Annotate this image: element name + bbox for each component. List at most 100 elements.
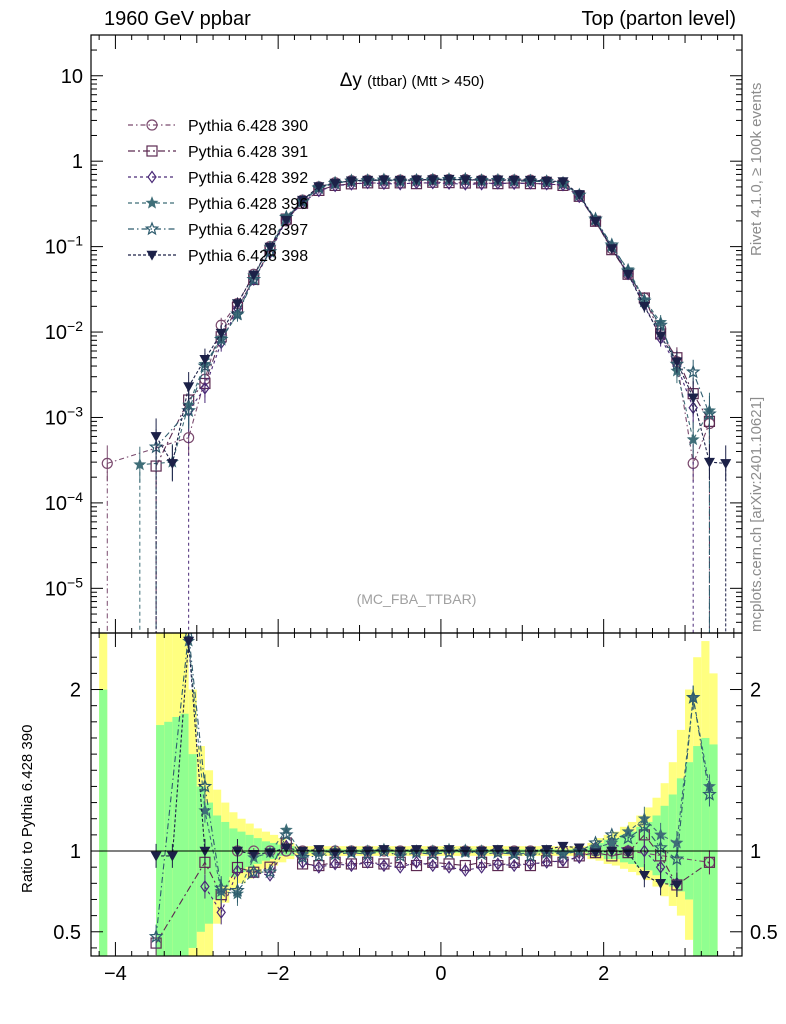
ratio-point — [378, 858, 390, 870]
legend-marker — [146, 119, 158, 131]
ratio-point — [638, 870, 650, 881]
green-band-bin — [204, 802, 214, 924]
green-band-bin — [644, 821, 653, 871]
legend-label: Pythia 6.428 397 — [188, 222, 308, 239]
ratio-line — [188, 641, 710, 895]
ratio-point — [493, 857, 503, 871]
ratio-point — [703, 856, 716, 868]
green-band-bin — [229, 828, 238, 877]
ratio-point — [230, 882, 245, 897]
data-point — [264, 242, 276, 253]
data-point — [655, 331, 667, 342]
green-band-bin — [213, 815, 222, 900]
legend-marker — [146, 250, 158, 261]
ratio-axis-label: Ratio to Pythia 6.428 390 — [19, 724, 36, 893]
data-point — [262, 244, 278, 258]
data-point — [492, 175, 504, 186]
y-tick-label: 10−4 — [45, 489, 83, 515]
ratio-point — [411, 855, 422, 869]
ratio-point — [671, 880, 683, 891]
data-point — [362, 175, 374, 186]
data-point — [231, 299, 243, 310]
data-point — [687, 393, 699, 404]
legend-marker — [145, 196, 159, 209]
data-point — [573, 190, 585, 201]
data-point — [703, 457, 715, 468]
ratio-point — [702, 786, 717, 801]
ratio-point — [262, 864, 278, 879]
data-point — [378, 175, 390, 186]
ratio-point — [655, 879, 667, 889]
y-tick-label: 1 — [72, 151, 83, 173]
ratio-point — [248, 849, 260, 860]
header-energy-label: 1960 GeV ppbar — [104, 8, 251, 30]
ratio-point — [362, 855, 373, 869]
data-point — [622, 269, 634, 280]
series-3-main — [183, 176, 698, 633]
ratio-point — [639, 844, 650, 858]
series-6-ratio — [150, 633, 683, 897]
data-point — [459, 175, 471, 186]
data-point — [246, 271, 262, 286]
x-tick-label: −4 — [104, 963, 127, 985]
ratio-point — [571, 843, 587, 858]
legend-label: Pythia 6.428 391 — [188, 144, 308, 161]
data-point — [720, 459, 732, 470]
green-band-bin — [676, 778, 686, 892]
green-band-bin — [237, 831, 246, 873]
data-point — [508, 175, 520, 186]
data-point — [213, 331, 229, 346]
green-band-bin — [701, 737, 710, 956]
x-tick-label: 2 — [598, 963, 609, 985]
rivet-version-label: Rivet 4.1.0, ≥ 100k events — [748, 82, 765, 256]
green-band-bin — [693, 746, 702, 956]
ratio-tick-label-right: 0.5 — [750, 922, 778, 944]
ratio-point — [476, 860, 487, 874]
ratio-tick-label-left: 0.5 — [53, 922, 81, 944]
ratio-point — [670, 836, 684, 849]
y-tick-label: 10−2 — [45, 318, 83, 344]
data-point — [590, 216, 602, 227]
ratio-tick-label-left: 1 — [70, 841, 81, 863]
data-point — [685, 364, 701, 379]
y-tick-label: 10 — [61, 66, 83, 88]
ratio-point — [509, 859, 519, 873]
ratio-point — [198, 803, 212, 817]
watermark-label: (MC_FBA_TTBAR) — [357, 591, 477, 607]
ratio-point — [232, 864, 243, 878]
ratio-point — [295, 849, 310, 864]
legend: Pythia 6.428 390 Pythia 6.428 391 Pythia 6… — [128, 118, 308, 265]
ratio-point — [444, 860, 454, 874]
data-point — [133, 457, 147, 471]
data-point — [150, 432, 162, 443]
ratio-point — [246, 864, 262, 879]
legend-marker — [146, 145, 158, 157]
ratio-point — [525, 857, 536, 871]
data-point — [557, 177, 569, 188]
ratio-point — [604, 827, 620, 842]
ratio-point — [541, 845, 553, 856]
green-band-bin — [685, 762, 694, 900]
green-band-bin — [99, 689, 108, 956]
data-point — [443, 174, 455, 185]
ratio-line — [155, 633, 710, 937]
ratio-point — [150, 851, 162, 862]
data-point — [702, 406, 717, 421]
series-line — [155, 178, 710, 448]
ratio-point — [555, 846, 571, 861]
ratio-point — [524, 859, 537, 872]
data-point — [313, 182, 325, 193]
ratio-point — [557, 841, 569, 852]
ratio-uncertainty-bands — [99, 633, 718, 956]
ratio-point — [506, 846, 522, 861]
y-tick-label: 10−1 — [45, 233, 83, 259]
green-band-bin — [221, 821, 230, 887]
data-point — [166, 459, 178, 470]
ratio-panel-series — [148, 633, 717, 956]
green-band-bin — [709, 744, 718, 956]
green-band-bin — [603, 839, 612, 860]
ratio-point — [460, 863, 471, 877]
ratio-y-axis: 0.5 0.5 1 1 2 2 — [53, 656, 778, 949]
ratio-point — [573, 843, 585, 854]
ratio-line — [155, 834, 710, 944]
